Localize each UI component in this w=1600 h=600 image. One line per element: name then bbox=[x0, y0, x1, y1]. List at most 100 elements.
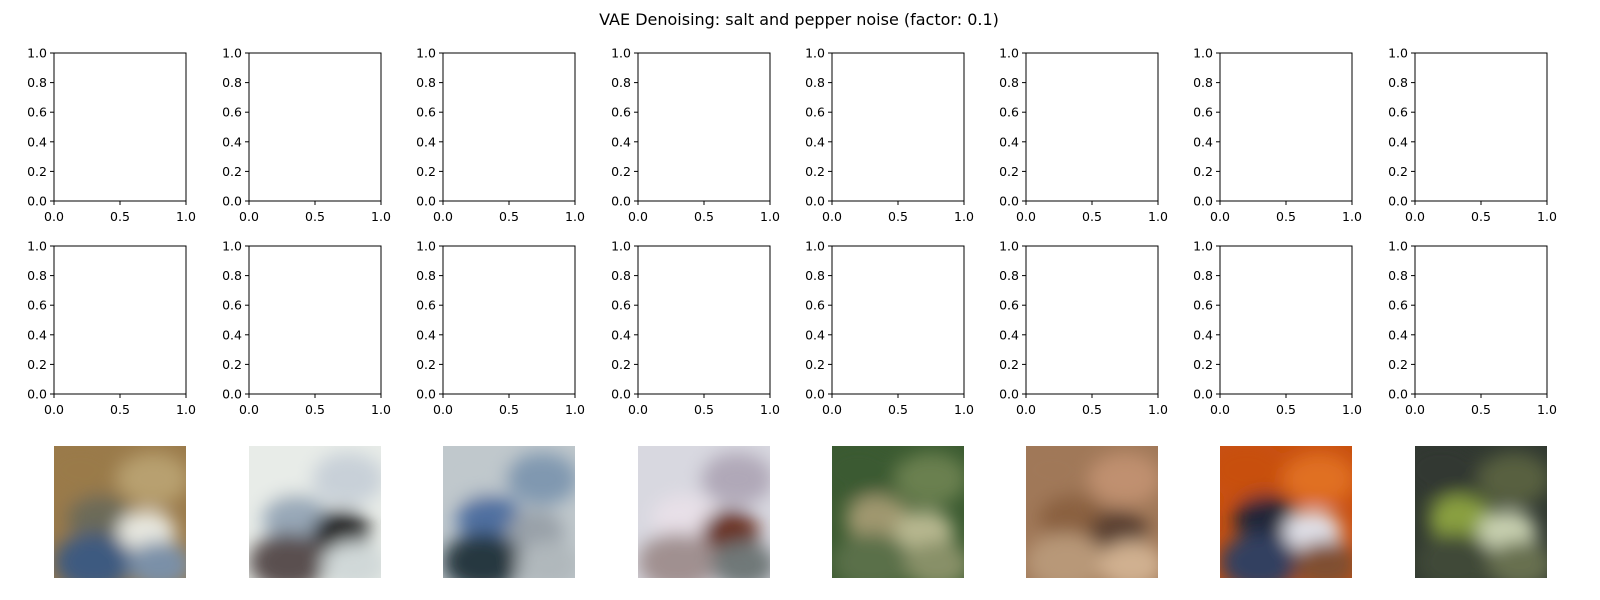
image-color-blob bbox=[515, 541, 575, 578]
image-blobs bbox=[832, 446, 964, 578]
image-blobs bbox=[1026, 446, 1158, 578]
y-tick-label: 1.0 bbox=[999, 239, 1019, 254]
y-tick-label: 0.4 bbox=[416, 327, 436, 342]
axes-frame bbox=[442, 52, 576, 202]
image-color-blob bbox=[67, 494, 133, 543]
image-color-blob bbox=[1292, 541, 1352, 578]
image-color-blob bbox=[638, 446, 705, 499]
y-tick-label: 0.6 bbox=[611, 298, 631, 313]
y-tick-label: 0.8 bbox=[27, 75, 47, 90]
image-color-blob bbox=[321, 541, 381, 578]
y-tick-label: 0.4 bbox=[1388, 134, 1408, 149]
y-tick-label: 0.6 bbox=[1388, 105, 1408, 120]
axes-frame bbox=[637, 52, 771, 202]
y-tick-label: 1.0 bbox=[1388, 46, 1408, 61]
image-color-blob bbox=[249, 533, 329, 578]
y-tick-label: 1.0 bbox=[805, 46, 825, 61]
x-tick-label: 1.0 bbox=[1342, 209, 1362, 224]
image-color-blob bbox=[1477, 452, 1547, 506]
y-tick-label: 1.0 bbox=[999, 46, 1019, 61]
image-color-blob bbox=[1415, 533, 1495, 578]
axes-r2-c3: 0.0 0.2 0.4 0.6 0.8 1.0 0.0 0.5 1.0 bbox=[416, 239, 585, 418]
x-tick-label: 0.0 bbox=[44, 209, 64, 224]
axes-frame bbox=[1414, 52, 1548, 202]
x-tick-label: 0.0 bbox=[433, 209, 453, 224]
x-tick-label: 1.0 bbox=[1148, 402, 1168, 417]
image-color-blob bbox=[116, 452, 186, 506]
y-tick-label: 0.2 bbox=[416, 357, 436, 372]
y-tick-label: 1.0 bbox=[1193, 239, 1213, 254]
image-blobs bbox=[1220, 446, 1352, 578]
reconstruction-3 bbox=[443, 446, 575, 578]
image-color-blob bbox=[443, 533, 523, 578]
x-tick-label: 0.0 bbox=[1016, 209, 1036, 224]
x-tick-label: 1.0 bbox=[176, 209, 196, 224]
y-tick-label: 0.8 bbox=[416, 75, 436, 90]
y-tick-label: 0.8 bbox=[1193, 268, 1213, 283]
y-tick-label: 0.4 bbox=[999, 327, 1019, 342]
axes-r2-c4: 0.0 0.2 0.4 0.6 0.8 1.0 0.0 0.5 1.0 bbox=[611, 239, 780, 418]
y-tick-label: 0.0 bbox=[27, 194, 47, 209]
axes-r1-c4: 0.0 0.2 0.4 0.6 0.8 1.0 0.0 0.5 1.0 bbox=[611, 46, 780, 225]
image-color-blob bbox=[710, 541, 770, 578]
image-row bbox=[54, 446, 1547, 578]
x-tick-label: 0.0 bbox=[44, 402, 64, 417]
y-tick-label: 1.0 bbox=[611, 46, 631, 61]
image-color-blob bbox=[1220, 533, 1300, 578]
axes-frame bbox=[248, 52, 382, 202]
axes-r1-c8: 0.0 0.2 0.4 0.6 0.8 1.0 0.0 0.5 1.0 bbox=[1388, 46, 1557, 225]
y-tick-label: 0.4 bbox=[611, 134, 631, 149]
reconstruction-2 bbox=[249, 446, 381, 578]
y-tick-label: 1.0 bbox=[1388, 239, 1408, 254]
x-tick-label: 0.5 bbox=[110, 209, 130, 224]
x-tick-label: 0.5 bbox=[305, 402, 325, 417]
y-tick-label: 0.2 bbox=[1388, 164, 1408, 179]
axes-frame bbox=[637, 245, 771, 395]
y-tick-label: 0.2 bbox=[222, 164, 242, 179]
x-tick-label: 0.0 bbox=[239, 402, 259, 417]
y-tick-label: 0.0 bbox=[611, 194, 631, 209]
image-color-blob bbox=[1098, 541, 1158, 578]
y-tick-label: 0.8 bbox=[611, 75, 631, 90]
y-tick-label: 0.8 bbox=[416, 268, 436, 283]
x-tick-label: 1.0 bbox=[954, 209, 974, 224]
y-tick-label: 0.0 bbox=[999, 387, 1019, 402]
y-tick-label: 0.6 bbox=[1193, 298, 1213, 313]
x-tick-label: 0.0 bbox=[239, 209, 259, 224]
image-color-blob bbox=[845, 494, 911, 543]
image-color-blob bbox=[456, 494, 522, 543]
image-color-blob bbox=[262, 494, 328, 543]
y-tick-label: 0.0 bbox=[416, 194, 436, 209]
image-color-blob bbox=[1282, 452, 1352, 506]
image-color-blob bbox=[832, 446, 899, 499]
y-tick-label: 0.6 bbox=[1193, 105, 1213, 120]
image-color-blob bbox=[832, 533, 912, 578]
axes-frame bbox=[1414, 245, 1548, 395]
image-color-blob bbox=[249, 446, 316, 499]
x-tick-label: 0.0 bbox=[1405, 209, 1425, 224]
x-tick-label: 0.0 bbox=[433, 402, 453, 417]
image-color-blob bbox=[1487, 541, 1547, 578]
image-color-blob bbox=[1415, 446, 1482, 499]
reconstruction-7 bbox=[1220, 446, 1352, 578]
axes-grid: 0.00.20.40.60.81.00.0 0.5 1.00.00.20.40.60… bbox=[27, 46, 1557, 418]
y-tick-label: 0.4 bbox=[416, 134, 436, 149]
image-color-blob bbox=[1233, 494, 1299, 543]
y-tick-label: 0.0 bbox=[1388, 387, 1408, 402]
axes-frame bbox=[442, 245, 576, 395]
reconstruction-6 bbox=[1026, 446, 1158, 578]
x-tick-label: 0.5 bbox=[694, 209, 714, 224]
x-tick-label: 1.0 bbox=[565, 402, 585, 417]
reconstruction-1 bbox=[54, 446, 186, 578]
axes-frame bbox=[831, 245, 965, 395]
image-color-blob bbox=[1220, 446, 1287, 499]
image-color-blob bbox=[126, 541, 186, 578]
axes-frame bbox=[248, 245, 382, 395]
y-tick-label: 0.2 bbox=[222, 357, 242, 372]
x-tick-label: 1.0 bbox=[1148, 209, 1168, 224]
y-tick-label: 0.4 bbox=[222, 327, 242, 342]
y-tick-label: 1.0 bbox=[416, 239, 436, 254]
x-tick-label: 1.0 bbox=[1537, 402, 1557, 417]
y-tick-label: 0.0 bbox=[805, 194, 825, 209]
